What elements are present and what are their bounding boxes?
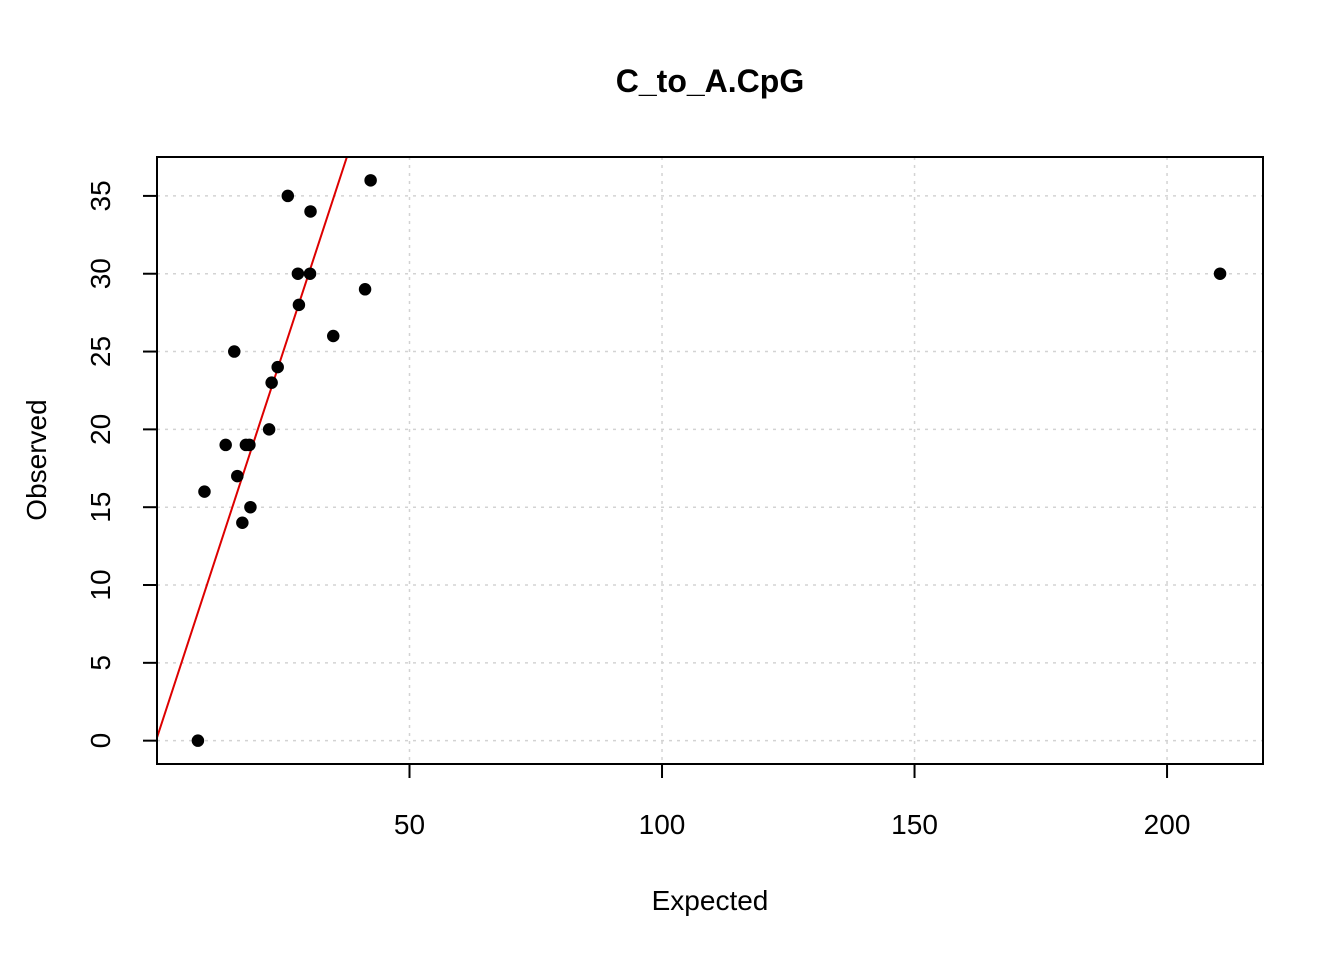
y-tick-label: 15 bbox=[85, 492, 116, 523]
y-tick-label: 30 bbox=[85, 258, 116, 289]
data-point-7 bbox=[243, 438, 256, 452]
y-tick-label: 25 bbox=[85, 336, 116, 367]
x-tick-label: 150 bbox=[891, 809, 938, 840]
data-point-9 bbox=[262, 423, 276, 436]
data-point-3 bbox=[228, 345, 241, 358]
y-tick-label: 10 bbox=[85, 569, 116, 600]
chart-title: C_to_A.CpG bbox=[616, 63, 804, 99]
data-point-18 bbox=[358, 283, 372, 296]
y-tick-label: 20 bbox=[85, 414, 116, 445]
data-point-4 bbox=[231, 469, 244, 483]
y-tick-label: 0 bbox=[85, 733, 116, 749]
y-tick-label: 5 bbox=[85, 655, 116, 671]
x-tick-label: 100 bbox=[639, 809, 686, 840]
data-point-20 bbox=[1213, 267, 1227, 280]
data-point-2 bbox=[219, 438, 232, 452]
x-axis: 50 100 150 200 bbox=[394, 764, 1190, 840]
grid-lines bbox=[157, 157, 1263, 764]
y-tick-label: 35 bbox=[85, 180, 116, 211]
data-point-5 bbox=[236, 516, 249, 530]
data-point-15 bbox=[303, 267, 317, 280]
data-point-11 bbox=[271, 360, 284, 374]
data-point-12 bbox=[281, 189, 295, 203]
plot-frame bbox=[156, 156, 1264, 765]
y-axis: 0 5 10 15 20 25 30 35 bbox=[85, 180, 157, 748]
data-point-8 bbox=[244, 500, 257, 514]
x-tick-label: 200 bbox=[1144, 809, 1191, 840]
data-point-0 bbox=[191, 734, 205, 747]
data-point-16 bbox=[304, 205, 317, 218]
data-point-14 bbox=[292, 298, 306, 312]
x-tick-label: 50 bbox=[394, 809, 425, 840]
data-point-19 bbox=[364, 174, 377, 187]
data-point-1 bbox=[198, 485, 211, 498]
x-axis-label: Expected bbox=[652, 885, 769, 916]
data-point-13 bbox=[291, 267, 305, 280]
data-points bbox=[191, 174, 1227, 747]
data-point-10 bbox=[265, 376, 278, 389]
y-axis-label: Observed bbox=[21, 399, 52, 520]
data-point-17 bbox=[327, 329, 340, 343]
